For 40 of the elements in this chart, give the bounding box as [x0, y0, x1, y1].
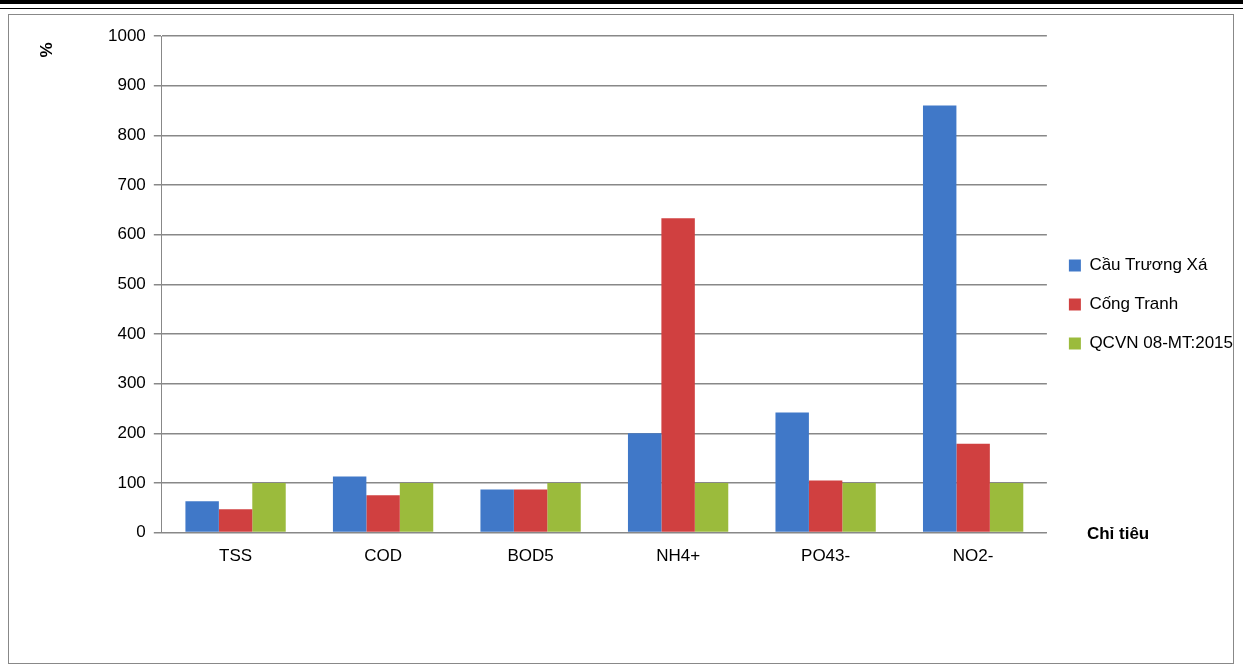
bar: [366, 495, 400, 532]
y-tick-label: 600: [117, 224, 146, 244]
y-tick-label: 800: [117, 125, 146, 145]
bar: [808, 480, 843, 532]
y-tick-label: 700: [117, 174, 146, 194]
y-tick-label: 500: [117, 273, 146, 293]
y-tick-label: 900: [117, 75, 146, 95]
bar: [694, 482, 729, 532]
legend-label: Cầu Trương Xá: [1089, 255, 1208, 275]
bar: [218, 509, 253, 532]
x-tick-label: NO2-: [952, 546, 994, 566]
y-tick-label: 400: [117, 323, 146, 343]
bar: [775, 412, 809, 532]
y-tick-label: 1000: [107, 25, 146, 45]
bar: [513, 489, 548, 532]
bar: [989, 482, 1024, 532]
legend-label: Cống Tranh: [1089, 294, 1179, 314]
x-tick-label: TSS: [219, 546, 253, 566]
bar: [547, 482, 581, 532]
bar: [842, 482, 876, 532]
x-tick-label: COD: [364, 546, 402, 566]
x-tick-label: NH4+: [656, 546, 701, 566]
bar: [922, 105, 957, 532]
bar: [399, 482, 434, 532]
x-tick-label: PO43-: [801, 546, 851, 566]
y-tick-label: 0: [136, 522, 146, 542]
x-tick-label: BOD5: [507, 546, 554, 566]
y-tick-label: 200: [117, 422, 146, 442]
bar: [627, 433, 662, 532]
bar: [956, 443, 990, 532]
bar: [252, 482, 286, 532]
y-tick-label: 300: [117, 373, 146, 393]
legend-label: QCVN 08-MT:2015: [1089, 333, 1234, 353]
bar: [661, 218, 695, 532]
bar: [480, 489, 514, 532]
x-axis-title: Chỉ tiêu: [1086, 524, 1150, 544]
bar: [185, 501, 219, 532]
bar: [332, 476, 367, 532]
y-axis-title: %: [36, 42, 56, 58]
y-tick-label: 100: [117, 472, 146, 492]
